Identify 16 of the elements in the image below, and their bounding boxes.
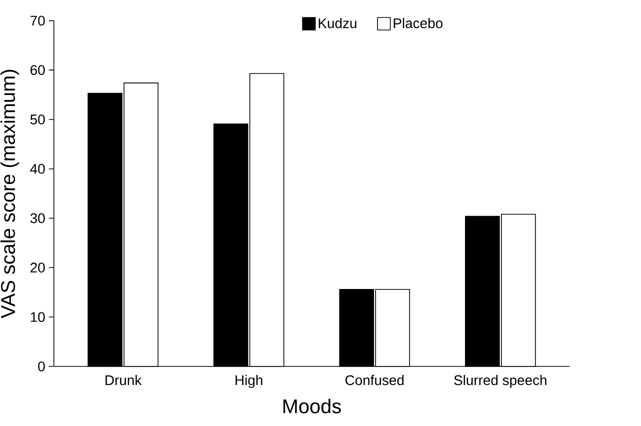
x-tick-label: Drunk	[106, 374, 142, 386]
y-tick-label: 30	[30, 213, 45, 224]
y-tick-label: 0	[38, 362, 45, 372]
x-tick-label: High	[236, 374, 262, 388]
y-axis-title: VAS scale score (maximum)	[0, 70, 20, 318]
legend-label: Placebo	[394, 18, 442, 28]
y-tick-label: 60	[30, 65, 45, 76]
y-tick-label: 40	[30, 164, 45, 174]
x-tick-label: Slurred speech	[454, 374, 546, 388]
legend-label: Kudzu	[318, 18, 356, 28]
y-tick-label: 10	[30, 312, 45, 322]
y-tick-label: 50	[30, 114, 45, 124]
x-tick-label: Confused	[345, 374, 404, 386]
x-axis-title: Moods	[283, 398, 341, 414]
y-tick-label: 70	[30, 16, 45, 26]
y-tick-label: 20	[30, 262, 45, 273]
